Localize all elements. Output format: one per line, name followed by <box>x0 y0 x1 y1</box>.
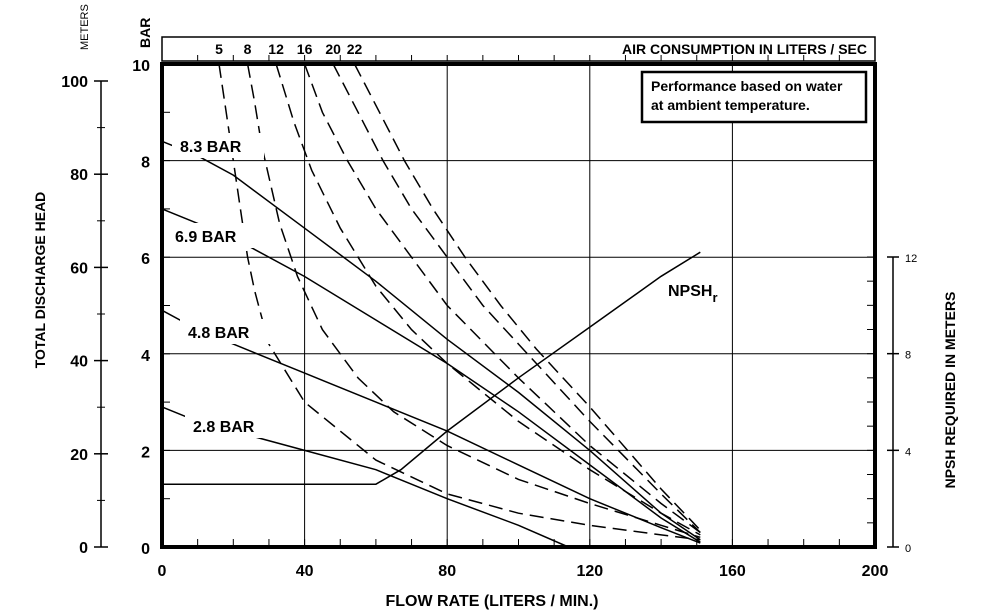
pressure-label-69: 6.9 BAR <box>175 229 237 246</box>
x-tick-label-160: 160 <box>719 563 746 580</box>
air-top-label-22: 22 <box>347 41 363 57</box>
air-top-label-5: 5 <box>215 41 223 57</box>
performance-note-line-2: at ambient temperature. <box>651 97 810 113</box>
pressure-label-83: 8.3 BAR <box>180 139 242 156</box>
bar-tick-label-8: 8 <box>141 155 150 172</box>
minor-ticks <box>162 55 875 548</box>
x-ticks: 0 40 80 120 160 200 <box>158 563 889 580</box>
meters-ticks: 0 20 40 60 80 100 <box>61 74 108 557</box>
x-tick-label-200: 200 <box>862 563 889 580</box>
performance-note-line-1: Performance based on water <box>651 78 843 94</box>
grid <box>162 64 875 547</box>
meters-unit-label: METERS <box>79 4 91 50</box>
air-top-tick-labels: 5 8 12 16 20 22 <box>215 41 362 57</box>
plot-frame <box>160 62 877 549</box>
npsh-ticks: 0 4 8 12 <box>887 253 917 555</box>
x-axis-label: FLOW RATE (LITERS / MIN.) <box>385 593 598 610</box>
air-curve-20 <box>332 63 701 534</box>
bar-tick-label-0: 0 <box>141 541 150 558</box>
npsh-label-subscript: r <box>712 290 717 305</box>
meters-tick-label-20: 20 <box>70 447 88 464</box>
npsh-tick-label-8: 8 <box>905 350 911 362</box>
performance-note-box <box>640 70 868 124</box>
air-top-label-20: 20 <box>325 41 341 57</box>
air-curve-8 <box>246 63 701 539</box>
air-top-label-12: 12 <box>268 41 284 57</box>
bar-unit-label: BAR <box>137 18 153 48</box>
pressure-label-28: 2.8 BAR <box>193 419 255 436</box>
x-tick-label-40: 40 <box>296 563 314 580</box>
npsh-tick-label-4: 4 <box>905 446 911 458</box>
pressure-label-48: 4.8 BAR <box>188 325 250 342</box>
air-top-label-16: 16 <box>297 41 313 57</box>
pressure-label-bg <box>167 223 259 248</box>
pressure-label-bg <box>180 319 272 344</box>
npsh-tick-label-12: 12 <box>905 253 917 265</box>
air-consumption-curves <box>218 63 701 541</box>
air-top-label-8: 8 <box>244 41 252 57</box>
x-tick-label-80: 80 <box>438 563 456 580</box>
npsh-tick-label-0: 0 <box>905 543 911 555</box>
total-discharge-head-label: TOTAL DISCHARGE HEAD <box>32 192 48 369</box>
meters-tick-label-100: 100 <box>61 74 88 91</box>
bar-tick-label-4: 4 <box>141 348 150 365</box>
x-tick-label-0: 0 <box>158 563 167 580</box>
x-tick-label-120: 120 <box>576 563 603 580</box>
pressure-curve-83 <box>161 140 701 541</box>
bar-tick-label-10: 10 <box>132 58 150 75</box>
bar-tick-label-6: 6 <box>141 251 150 268</box>
meters-tick-label-80: 80 <box>70 167 88 184</box>
air-curve-12 <box>275 63 701 536</box>
air-curve-5 <box>218 63 701 541</box>
npsh-label: NPSHr <box>668 283 718 305</box>
meters-tick-label-40: 40 <box>70 354 88 371</box>
air-curve-16 <box>303 63 701 534</box>
npsh-curve-group: NPSHr <box>162 251 718 485</box>
pressure-label-bg <box>185 413 275 438</box>
npsh-curve <box>162 251 701 485</box>
meters-tick-label-60: 60 <box>70 260 88 277</box>
npsh-axis-label: NPSH REQUIRED IN METERS <box>942 292 958 489</box>
pressure-label-bg <box>172 133 264 158</box>
air-curve-22 <box>353 63 701 531</box>
bar-ticks: 0 2 4 6 8 10 <box>132 58 150 558</box>
pressure-labels: 8.3 BAR 6.9 BAR 4.8 BAR 2.8 BAR <box>167 133 275 438</box>
meters-tick-label-0: 0 <box>79 540 88 557</box>
bar-tick-label-2: 2 <box>141 444 150 461</box>
air-consumption-title: AIR CONSUMPTION IN LITERS / SEC <box>622 41 867 57</box>
